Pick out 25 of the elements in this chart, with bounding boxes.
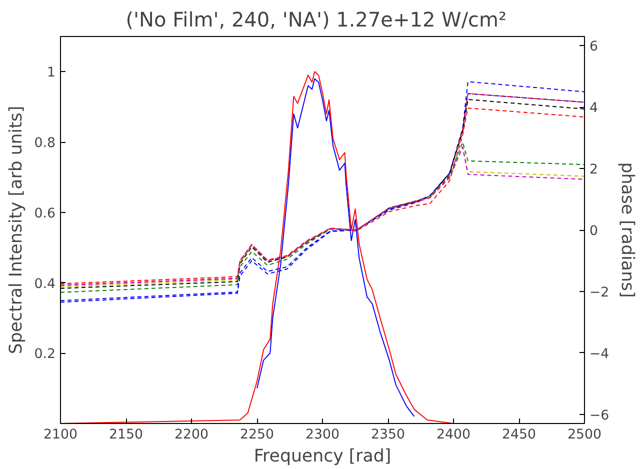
y2-tick-label: −6 — [590, 408, 610, 424]
y-tick-label: 0.8 — [34, 136, 56, 152]
x-tick-label: 2200 — [174, 428, 208, 442]
y-tick-label: 1 — [47, 66, 56, 81]
y2-tick-label: 4 — [590, 101, 598, 116]
x-tick-label: 2350 — [371, 428, 405, 442]
x-tick-label: 2500 — [568, 428, 602, 442]
x-tick-label: 2150 — [109, 428, 143, 442]
y2-tick-label: 6 — [590, 40, 598, 55]
x-tick-label: 2250 — [240, 428, 274, 442]
chart-title: ('No Film', 240, 'NA') 1.27e+12 W/cm² — [126, 8, 507, 32]
y-tick-label: 0.6 — [34, 206, 56, 222]
y2-tick-label: −2 — [590, 285, 610, 300]
x-axis-title: Frequency [rad] — [254, 446, 392, 466]
x-tick-label: 2100 — [44, 428, 78, 442]
x-tick-label: 2400 — [436, 428, 470, 442]
y2-tick-label: 2 — [590, 162, 598, 178]
x-tick-label: 2300 — [306, 428, 340, 442]
y2-tick-label: 0 — [590, 224, 598, 239]
y-tick-label: 0.2 — [34, 347, 56, 362]
y-tick-label: 0.4 — [34, 276, 56, 292]
y2-axis-title: phase [radians] — [617, 162, 638, 298]
y-axis-title: Spectral Intensity [arb units] — [6, 106, 26, 354]
y2-tick-label: −4 — [590, 346, 610, 362]
x-tick-label: 2450 — [502, 428, 536, 442]
